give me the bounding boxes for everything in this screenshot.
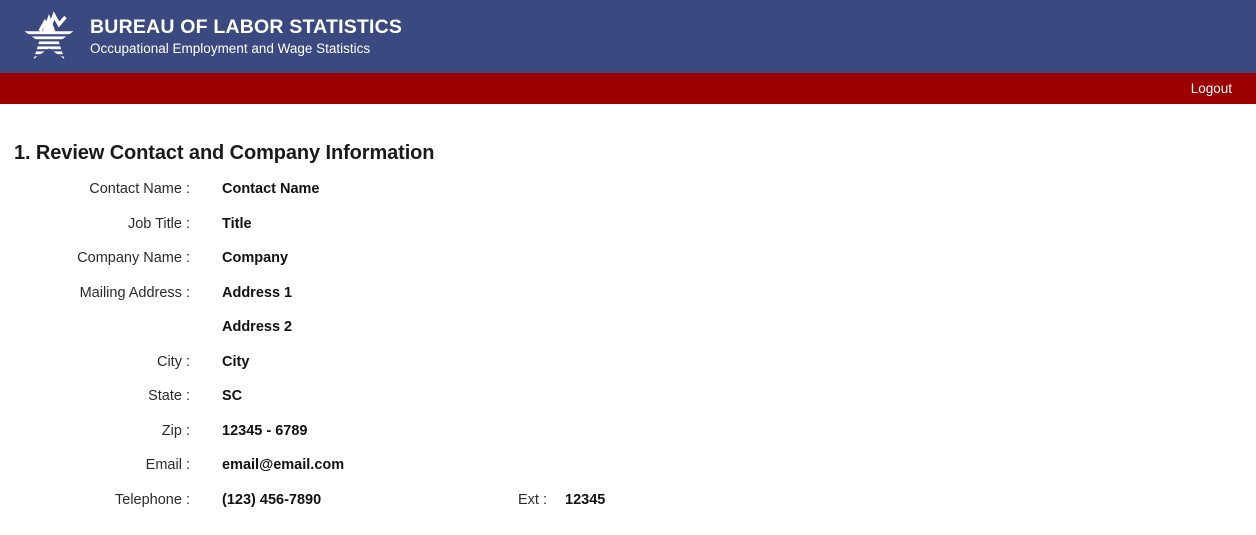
spacer-cell bbox=[472, 250, 565, 285]
agency-subtitle: Occupational Employment and Wage Statist… bbox=[90, 40, 371, 56]
spacer-cell bbox=[472, 457, 565, 492]
field-value-zip: 12345 - 6789 bbox=[222, 422, 308, 439]
field-label-state: State : bbox=[148, 388, 190, 404]
page-title: 1. Review Contact and Company Informatio… bbox=[14, 142, 435, 164]
field-label-city: City : bbox=[156, 353, 190, 370]
spacer-cell bbox=[565, 250, 605, 285]
spacer-cell bbox=[472, 354, 565, 389]
field-label-mailing-address: Mailing Address : bbox=[79, 284, 190, 301]
main-content: 1. Review Contact and Company Informatio… bbox=[0, 104, 1256, 526]
table-row: Address 2 bbox=[0, 319, 605, 354]
logout-link[interactable]: Logout bbox=[1190, 81, 1232, 96]
field-value-city: City bbox=[222, 353, 250, 370]
field-label-company-name: Company Name : bbox=[77, 250, 190, 266]
field-value-contact-name: Contact Name bbox=[222, 181, 320, 197]
table-row: Zip : 12345 - 6789 bbox=[0, 423, 605, 458]
table-row: Telephone : (123) 456-7890 Ext : 12345 bbox=[0, 492, 605, 527]
spacer-cell bbox=[472, 216, 565, 251]
spacer-cell bbox=[472, 423, 565, 458]
table-row: Job Title : Title bbox=[0, 216, 605, 251]
spacer-cell bbox=[565, 457, 605, 492]
utility-bar: Logout bbox=[0, 73, 1256, 104]
masthead-text-block: BUREAU OF LABOR STATISTICS Occupational … bbox=[90, 16, 403, 56]
spacer-cell bbox=[565, 354, 605, 389]
field-label-extension: Ext : bbox=[517, 491, 547, 508]
spacer-cell bbox=[565, 423, 605, 458]
table-row: Contact Name : Contact Name bbox=[0, 181, 605, 216]
spacer-cell bbox=[565, 285, 605, 320]
field-value-company-name: Company bbox=[222, 250, 289, 266]
spacer-cell bbox=[565, 319, 605, 354]
field-value-state: SC bbox=[222, 388, 243, 404]
field-label-email: Email : bbox=[145, 457, 190, 473]
field-label-zip: Zip : bbox=[161, 422, 190, 439]
contact-info-table: Contact Name : Contact Name Job Title : … bbox=[0, 181, 605, 526]
site-header: BUREAU OF LABOR STATISTICS Occupational … bbox=[0, 0, 1256, 73]
table-row: Mailing Address : Address 1 bbox=[0, 285, 605, 320]
table-row: State : SC bbox=[0, 388, 605, 423]
field-label-job-title: Job Title : bbox=[127, 215, 190, 232]
table-row: City : City bbox=[0, 354, 605, 389]
bls-star-chart-logo-icon bbox=[24, 10, 76, 59]
table-row: Company Name : Company bbox=[0, 250, 605, 285]
spacer-cell bbox=[472, 181, 565, 216]
spacer-cell bbox=[565, 388, 605, 423]
field-label-telephone: Telephone : bbox=[115, 491, 190, 508]
field-value-address-line-1: Address 1 bbox=[222, 284, 293, 301]
spacer-cell bbox=[472, 285, 565, 320]
field-label-contact-name: Contact Name : bbox=[89, 181, 190, 197]
field-value-address-line-2: Address 2 bbox=[222, 319, 293, 335]
field-value-job-title: Title bbox=[222, 215, 252, 232]
spacer-cell bbox=[565, 181, 605, 216]
spacer-cell bbox=[565, 216, 605, 251]
table-row: Email : email@email.com bbox=[0, 457, 605, 492]
spacer-cell bbox=[472, 388, 565, 423]
field-value-extension: 12345 bbox=[565, 491, 606, 508]
spacer-cell bbox=[472, 319, 565, 354]
agency-name: BUREAU OF LABOR STATISTICS bbox=[90, 16, 403, 38]
field-label-address-line-2 bbox=[0, 319, 222, 354]
field-value-email: email@email.com bbox=[222, 457, 345, 473]
field-value-telephone: (123) 456-7890 bbox=[222, 491, 322, 508]
